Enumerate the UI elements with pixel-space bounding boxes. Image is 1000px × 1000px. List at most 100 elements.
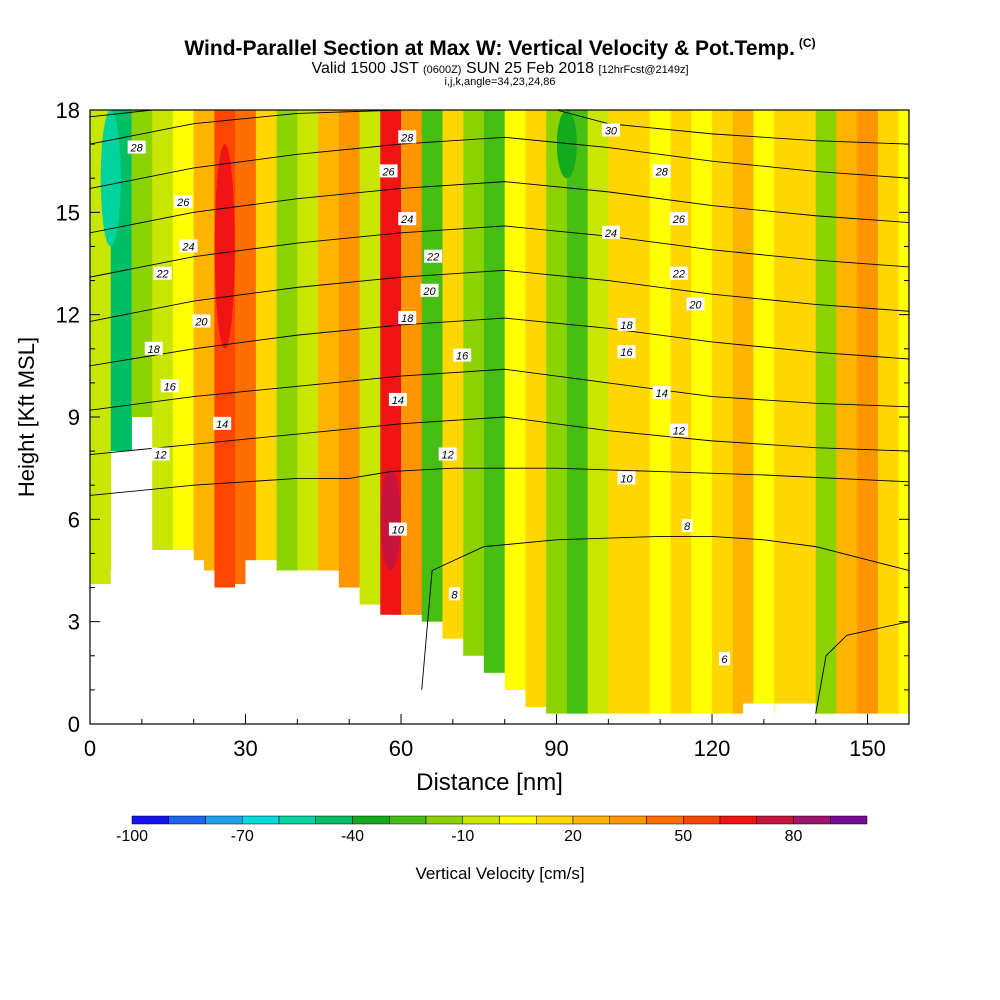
velocity-cell [794, 110, 817, 704]
velocity-cell [152, 110, 174, 571]
contour-label: 28 [130, 143, 144, 155]
contour-label-bg [448, 587, 460, 601]
contour-label: 14 [216, 419, 228, 431]
velocity-cell [753, 110, 775, 714]
colorbar-swatch [719, 815, 757, 825]
contour-label-bg [686, 297, 705, 311]
velocity-cell [566, 110, 589, 714]
contour-label: 8 [684, 521, 691, 533]
contour-label: 28 [400, 132, 414, 144]
velocity-cell [774, 110, 796, 704]
contour-label-bg [601, 225, 620, 239]
contour-label-bg [669, 212, 688, 226]
contour-label-bg [453, 348, 472, 362]
y-tick-label: 9 [68, 405, 80, 430]
theta-contour-line [90, 317, 909, 367]
contour-label: 12 [673, 426, 685, 438]
contour-label: 20 [688, 299, 702, 311]
contour-label-bg [398, 212, 417, 226]
colorbar-swatch [499, 815, 537, 825]
y-tick-label: 18 [56, 98, 80, 123]
contour-label-bg [127, 140, 146, 154]
colorbar-swatch [205, 815, 243, 825]
contour-label: 8 [451, 589, 458, 601]
theta-contours [90, 110, 909, 714]
colorbar-title: Vertical Velocity [cm/s] [415, 864, 585, 883]
contour-label: 22 [672, 269, 685, 281]
contour-label: 10 [392, 525, 405, 537]
theta-contour-line [90, 416, 909, 455]
velocity-cell [691, 110, 713, 714]
velocity-cell [359, 110, 381, 605]
colorbar-swatch [646, 815, 684, 825]
theta-contour-line [90, 110, 153, 118]
contour-label: 24 [604, 228, 617, 240]
contour-label-bg [601, 123, 620, 137]
velocity-cell [421, 110, 443, 622]
velocity-cell [297, 110, 319, 571]
velocity-cell [131, 110, 153, 417]
contour-label-bg [681, 519, 693, 533]
contour-label-bg [669, 266, 688, 280]
theta-contour-line [90, 181, 909, 234]
x-tick-label: 120 [694, 736, 731, 761]
x-tick-label: 90 [544, 736, 568, 761]
contour-label: 28 [655, 166, 669, 178]
velocity-cell [193, 110, 215, 571]
contour-label-bg [669, 423, 688, 437]
y-tick-label: 0 [68, 712, 80, 737]
contour-label: 26 [176, 197, 190, 209]
contour-label: 20 [194, 316, 208, 328]
colorbar-tick-label: 20 [564, 828, 582, 845]
velocity-cell [235, 110, 257, 588]
velocity-cell [525, 110, 547, 707]
terrain-layer [90, 550, 909, 724]
colorbar-swatch [278, 815, 316, 825]
contour-label-bg [151, 447, 170, 461]
colorbar-tick-label: -70 [230, 828, 254, 845]
velocity-cell [815, 110, 837, 714]
velocity-cell [587, 110, 609, 714]
colorbar-swatch [131, 815, 169, 825]
contour-label-bg [438, 447, 457, 461]
contour-label: 12 [154, 450, 166, 462]
valid-time: Valid 1500 JST [311, 60, 419, 77]
contour-label-bg [652, 386, 671, 400]
contour-label-bg [213, 416, 232, 430]
contour-label: 14 [656, 388, 668, 400]
axis-labels: Distance [nm] Height [Kft MSL] [14, 337, 563, 796]
contour-label: 30 [605, 125, 618, 137]
velocity-cell [442, 110, 464, 639]
y-tick-label: 15 [56, 200, 80, 225]
velocity-field [90, 110, 909, 714]
x-tick-label: 60 [389, 736, 413, 761]
colorbar-tick-label: -40 [340, 828, 365, 845]
velocity-feature [214, 144, 235, 349]
contour-label-bg [192, 314, 211, 328]
chart-subtitle: Valid 1500 JST (0600Z) SUN 25 Feb 2018 [… [0, 60, 1000, 78]
colorbar-swatch [830, 815, 868, 825]
contour-label-bg [160, 379, 179, 393]
velocity-cell [608, 110, 630, 714]
theta-contour-line [90, 225, 909, 278]
contour-label: 16 [456, 351, 469, 363]
velocity-cell [712, 110, 734, 714]
colorbar-swatch [609, 815, 647, 825]
velocity-cell [857, 110, 879, 714]
velocity-feature [380, 468, 401, 571]
colorbar-swatch [425, 815, 463, 825]
contour-label: 18 [401, 313, 414, 325]
forecast-info: [12hrFcst@2149z] [598, 64, 689, 76]
colorbar-swatch [572, 815, 610, 825]
contour-label: 22 [155, 269, 168, 281]
contour-label-bg [398, 311, 417, 325]
contour-label: 24 [400, 214, 413, 226]
contour-label-bg [420, 283, 439, 297]
contour-label-bg [617, 345, 636, 359]
colorbar-swatch [389, 815, 427, 825]
velocity-cell [629, 110, 651, 714]
theta-contour-line [556, 110, 909, 145]
colorbar-tick-label: 80 [784, 828, 803, 845]
contour-label: 18 [148, 344, 161, 356]
